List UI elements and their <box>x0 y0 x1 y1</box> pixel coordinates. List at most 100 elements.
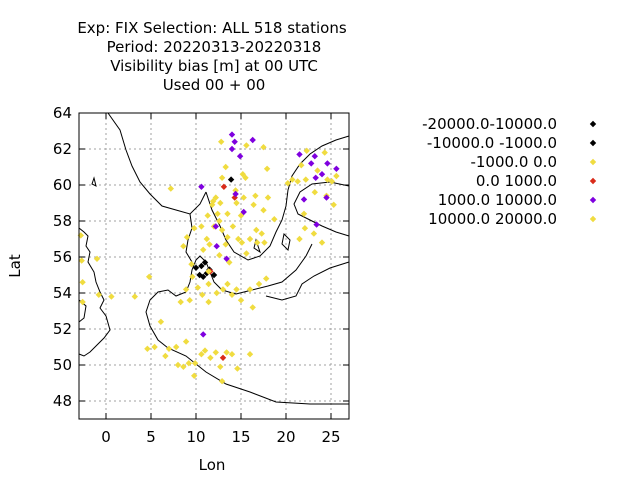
data-point-series-2 <box>333 172 340 180</box>
data-point-series-2 <box>223 349 230 356</box>
data-point-series-4 <box>324 160 331 167</box>
legend-marker <box>589 215 597 223</box>
legend-marker <box>589 158 597 166</box>
data-point-series-2 <box>289 176 296 183</box>
y-tick-label: 60 <box>53 176 72 194</box>
data-point-series-2 <box>174 361 182 369</box>
y-tick-label: 48 <box>53 392 72 410</box>
data-point-series-5 <box>253 226 260 234</box>
data-point-series-2 <box>183 234 191 241</box>
data-point-series-2 <box>254 239 261 246</box>
data-point-series-2 <box>240 194 247 201</box>
legend-label: 0.0 1000.0 <box>476 172 557 190</box>
data-point-series-1 <box>210 271 218 279</box>
data-point-series-2 <box>224 234 231 241</box>
data-point-series-2 <box>222 163 229 171</box>
x-tick-label: 10 <box>186 428 205 446</box>
data-point-series-1 <box>201 259 209 266</box>
legend-label: 1000.0 10000.0 <box>438 191 557 209</box>
data-point-series-4 <box>223 255 230 262</box>
data-point-series-4 <box>249 136 256 144</box>
data-point-series-2 <box>200 246 207 253</box>
data-point-series-2 <box>237 212 245 219</box>
data-point-series-2 <box>218 138 225 145</box>
data-point-series-2 <box>95 291 102 298</box>
data-point-series-2 <box>246 235 254 243</box>
legend-marker <box>589 120 597 128</box>
data-point-series-2 <box>198 351 205 358</box>
data-points <box>77 131 340 385</box>
data-point-series-2 <box>199 291 206 298</box>
data-point-series-2 <box>296 235 303 243</box>
data-point-series-2 <box>162 352 169 360</box>
data-point-series-2 <box>229 223 237 230</box>
data-point-series-2 <box>108 293 115 300</box>
y-tick-label: 52 <box>53 320 72 338</box>
data-point-series-4 <box>240 208 247 216</box>
data-point-series-2 <box>191 360 199 367</box>
data-point-series-2 <box>303 147 310 154</box>
data-point-series-2 <box>157 318 165 325</box>
x-tick-label: 20 <box>276 428 295 446</box>
data-point-series-2 <box>284 180 291 187</box>
data-point-series-2 <box>228 291 236 298</box>
data-point-series-4 <box>228 131 236 138</box>
data-point-series-2 <box>260 207 267 214</box>
data-point-series-2 <box>207 354 214 361</box>
data-point-series-2 <box>212 349 219 356</box>
data-point-series-2 <box>228 351 236 358</box>
data-point-series-2 <box>146 273 153 280</box>
data-point-series-2 <box>239 171 246 178</box>
data-point-series-2 <box>219 286 227 293</box>
data-point-series-2 <box>173 343 180 351</box>
data-point-series-4 <box>213 243 220 250</box>
data-point-series-4 <box>236 153 244 160</box>
axis-ticks: 0 5 10 15 20 25 48 50 52 54 56 58 60 62 64 <box>53 104 349 446</box>
data-point-series-2 <box>180 363 187 370</box>
data-point-series-2 <box>205 280 212 288</box>
data-point-series-2 <box>258 230 265 237</box>
data-point-series-2 <box>191 372 198 379</box>
data-point-series-2 <box>189 273 196 280</box>
data-point-series-5 <box>216 217 223 225</box>
data-point-series-2 <box>203 235 210 243</box>
chart-title-line-3: Visibility bias [m] at 00 UTC <box>110 57 318 75</box>
data-point-series-2 <box>185 360 192 367</box>
plot-area: 0 5 10 15 20 25 48 50 52 54 56 58 60 62 64 <box>53 104 350 446</box>
legend: -20000.0-10000.0-10000.0 -1000.0-1000.0 … <box>422 115 597 228</box>
data-point-series-2 <box>151 343 158 351</box>
data-point-series-2 <box>255 280 263 288</box>
data-point-series-2 <box>206 241 213 248</box>
data-point-series-2 <box>294 178 301 185</box>
legend-label: -20000.0-10000.0 <box>422 115 557 133</box>
data-point-series-2 <box>310 230 318 237</box>
y-tick-label: 50 <box>53 356 72 374</box>
data-point-series-2 <box>165 345 173 352</box>
data-point-series-4 <box>231 138 238 145</box>
data-point-series-2 <box>234 365 241 372</box>
data-point-series-4 <box>198 183 205 190</box>
data-point-series-2 <box>271 216 278 223</box>
data-point-series-2 <box>260 144 267 151</box>
data-point-series-2 <box>243 250 250 257</box>
chart-title-line-4: Used 00 + 00 <box>163 76 266 94</box>
data-point-series-5 <box>205 268 212 275</box>
data-point-series-2 <box>233 199 240 207</box>
data-point-series-4 <box>228 145 236 153</box>
data-point-series-2 <box>264 194 272 201</box>
data-point-series-2 <box>180 243 187 250</box>
data-point-series-2 <box>252 192 259 199</box>
data-point-series-4 <box>318 171 326 178</box>
y-tick-label: 56 <box>53 248 72 266</box>
x-tick-label: 15 <box>231 428 250 446</box>
data-point-series-0 <box>198 262 205 270</box>
data-point-series-3 <box>219 354 227 361</box>
x-axis-label: Lon <box>199 456 226 474</box>
data-point-series-4 <box>296 151 303 158</box>
data-point-series-2 <box>263 165 271 172</box>
data-point-series-2 <box>235 235 242 243</box>
data-point-series-4 <box>333 165 340 172</box>
x-tick-label: 0 <box>101 428 111 446</box>
data-point-series-2 <box>186 297 193 304</box>
data-point-series-1 <box>200 273 207 280</box>
